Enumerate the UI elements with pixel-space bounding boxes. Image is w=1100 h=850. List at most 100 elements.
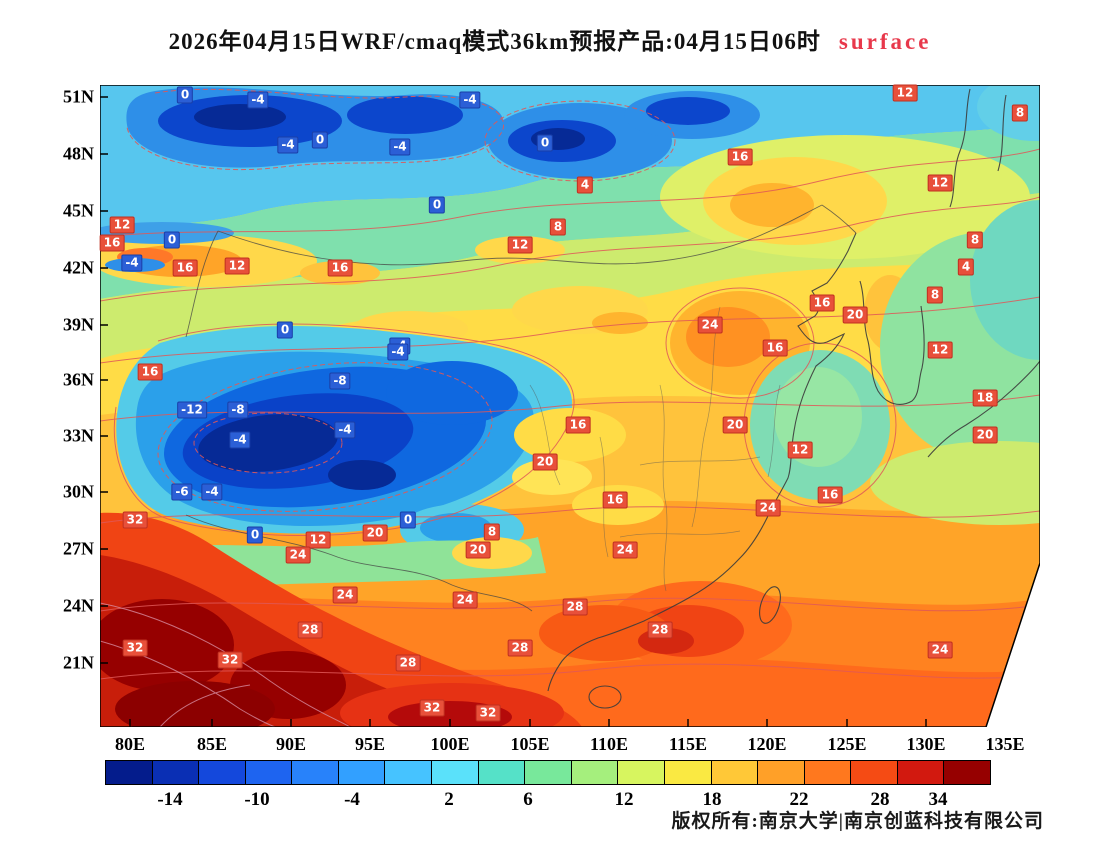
contour-value-label: 24 [285, 546, 311, 564]
latitude-tick-label: 33N [63, 425, 94, 446]
contour-value-label: 16 [172, 259, 198, 277]
contour-value-label: 0 [163, 231, 181, 249]
contour-value-label: 0 [276, 321, 294, 339]
map-frame [100, 85, 1040, 727]
colorbar-cell [338, 761, 386, 784]
colorbar-tick-label: 2 [444, 789, 454, 810]
longitude-tick-label: 125E [827, 734, 867, 754]
longitude-tick-label: 135E [985, 734, 1025, 754]
colorbar-tick-label: 18 [702, 789, 722, 810]
latitude-tick-label: 24N [63, 595, 94, 616]
contour-value-label: 12 [224, 257, 250, 275]
colorbar-cell [897, 761, 945, 784]
longitude-tick-label: 85E [196, 734, 228, 754]
longitude-tick-label: 120E [747, 734, 787, 754]
colorbar-cell [385, 761, 433, 784]
contour-value-label: 24 [332, 586, 358, 604]
latitude-tick-label: 48N [63, 143, 94, 164]
contour-value-label: 24 [755, 499, 781, 517]
colorbar-cell [944, 761, 990, 784]
contour-value-label: 32 [122, 511, 148, 529]
colorbar-cell [292, 761, 339, 784]
colorbar-tick-label: 34 [928, 789, 948, 810]
contour-value-label: 0 [246, 526, 264, 544]
colorbar-cell [664, 761, 712, 784]
contour-value-label: 16 [727, 148, 753, 166]
contour-value-label: 20 [362, 524, 388, 542]
colorbar-tick-label: -4 [344, 789, 360, 810]
contour-value-label: -4 [389, 138, 411, 156]
contour-value-label: 16 [762, 339, 788, 357]
contour-value-label: 20 [465, 541, 491, 559]
latitude-tick-label: 27N [63, 538, 94, 559]
colorbar-cell [851, 761, 898, 784]
contour-value-label: 0 [176, 86, 194, 104]
longitude-tick-label: 115E [668, 734, 708, 754]
contour-value-label: -4 [121, 254, 143, 272]
contour-value-label: 28 [507, 639, 533, 657]
colorbar-cell [525, 761, 572, 784]
contour-value-label: -4 [459, 91, 481, 109]
latitude-tick-label: 21N [63, 652, 94, 673]
contour-value-label: 0 [428, 196, 446, 214]
contour-value-label: 8 [483, 523, 501, 541]
contour-value-label: -4 [201, 483, 223, 501]
contour-value-label: 12 [305, 531, 331, 549]
contour-value-label: 12 [927, 174, 953, 192]
latitude-tick-label: 36N [63, 369, 94, 390]
contour-value-label: 32 [475, 704, 501, 722]
contour-value-label: 28 [562, 598, 588, 616]
longitude-tick-label: 95E [354, 734, 386, 754]
contour-value-label: 24 [697, 316, 723, 334]
contour-value-label: 28 [395, 654, 421, 672]
colorbar-tick-label: 28 [870, 789, 890, 810]
negative-contour-lines [126, 88, 676, 512]
latitude-tick-label: 42N [63, 257, 94, 278]
contour-value-label: 8 [966, 231, 984, 249]
longitude-axis: 80E 85E 90E 95E 100E 105E 110E 115E 120E… [100, 734, 1040, 758]
contour-value-label: -6 [171, 483, 193, 501]
longitude-tick-label: 100E [430, 734, 470, 754]
colorbar-cell [432, 761, 479, 784]
contour-value-label: 20 [722, 416, 748, 434]
latitude-axis: 51N 48N 45N 42N 39N 36N 33N 30N 27N 24N … [44, 85, 94, 727]
colorbar-tick-label: -10 [244, 789, 270, 810]
colorbar-cell [106, 761, 153, 784]
colorbar-tick-label: 22 [789, 789, 809, 810]
colorbar-tick-label: 12 [614, 789, 634, 810]
contour-value-label: 4 [957, 258, 975, 276]
contour-value-label: 4 [576, 176, 594, 194]
contour-value-label: -4 [247, 91, 269, 109]
temperature-colorbar [105, 760, 991, 785]
copyright-text: 版权所有:南京大学|南京创蓝科技有限公司 [671, 811, 1044, 832]
contour-value-label: 8 [549, 218, 567, 236]
contour-value-label: 24 [452, 591, 478, 609]
contour-value-label: 20 [842, 306, 868, 324]
contour-value-label: -8 [329, 372, 351, 390]
contour-value-label: 0 [399, 511, 417, 529]
contour-value-label: 32 [419, 699, 445, 717]
colorbar-cell [199, 761, 246, 784]
contour-value-label: -4 [387, 343, 409, 361]
contour-value-label: 12 [927, 341, 953, 359]
contour-value-label: 28 [297, 621, 323, 639]
longitude-tick-label: 130E [906, 734, 946, 754]
colorbar-cell [711, 761, 759, 784]
page-title: 2026年04月15日WRF/cmaq模式36km预报产品:04月15日06时 s… [0, 22, 1100, 56]
contour-labels-layer: 0 -4 -4 0 -4 -4 0 0 4 16 12 8 [99, 84, 1040, 727]
contour-value-label: 12 [109, 216, 135, 234]
contour-value-label: 8 [1011, 104, 1029, 122]
contour-value-label: 16 [565, 416, 591, 434]
contour-value-label: 16 [817, 486, 843, 504]
contour-value-label: 12 [892, 84, 918, 102]
latitude-tick-label: 39N [63, 314, 94, 335]
contour-value-label: -8 [227, 401, 249, 419]
latitude-tick-label: 30N [63, 481, 94, 502]
contour-lines [100, 148, 1040, 680]
colorbar-cell [618, 761, 665, 784]
contour-value-label: 16 [327, 259, 353, 277]
colorbar-cell [478, 761, 526, 784]
colorbar-cell [758, 761, 805, 784]
contour-value-label: 16 [99, 234, 125, 252]
